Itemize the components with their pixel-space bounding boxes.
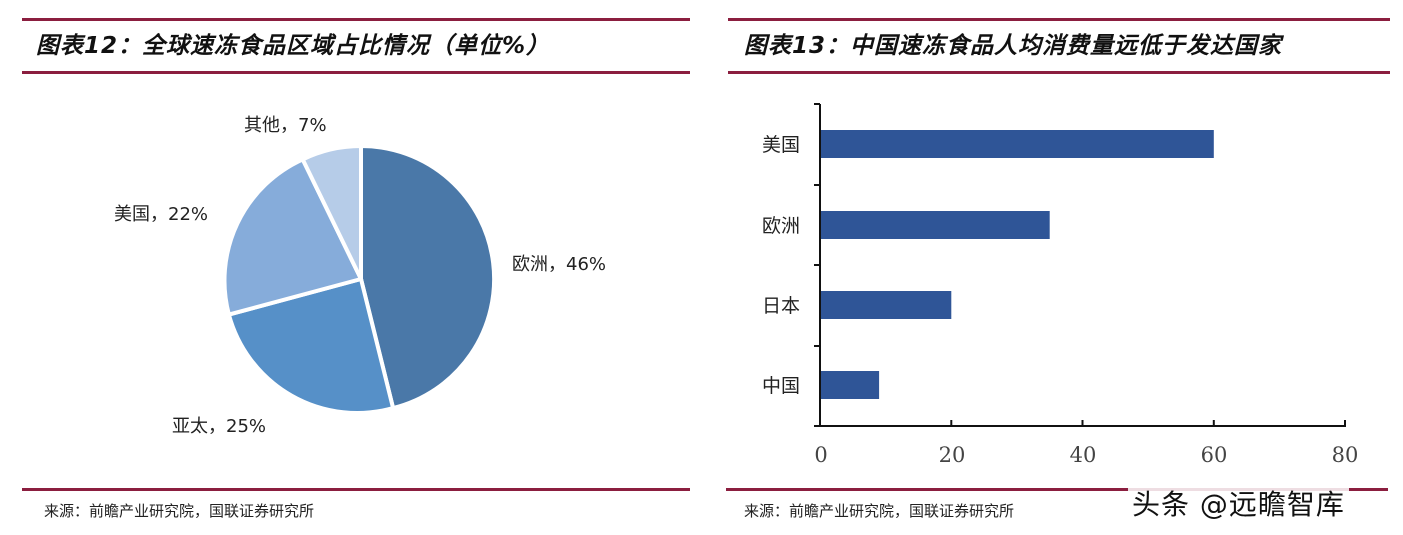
pie-label-europe: 欧洲，46% bbox=[512, 254, 607, 275]
watermark: 头条 @远瞻智库 bbox=[1128, 483, 1349, 523]
bar-europe bbox=[820, 211, 1050, 239]
bar-source-note: 来源：前瞻产业研究院，国联证券研究所 bbox=[744, 502, 1015, 520]
title-bottom-rule bbox=[22, 71, 690, 74]
bar-chart: 美国 欧洲 日本 中国 0 20 40 60 80 bbox=[762, 103, 1358, 467]
bar-chart-title: 图表13：中国速冻食品人均消费量远低于发达国家 bbox=[744, 33, 1283, 59]
pie-slice-other bbox=[300, 143, 363, 281]
title-top-rule bbox=[22, 18, 690, 21]
pie-source-note: 来源：前瞻产业研究院，国联证券研究所 bbox=[44, 502, 315, 520]
bar-japan bbox=[820, 291, 952, 319]
pie-chart bbox=[222, 143, 497, 415]
x-tick-labels: 0 20 40 60 80 bbox=[814, 443, 1358, 467]
bar-china bbox=[820, 371, 880, 399]
left-panel: 图表12：全球速冻食品区域占比情况（单位%） 欧洲，46% 亚太，25% 美国，… bbox=[0, 0, 700, 535]
y-label-europe: 欧洲 bbox=[762, 215, 800, 237]
pie-label-asia-pacific: 亚太，25% bbox=[172, 416, 267, 437]
pie-slice-europe bbox=[359, 144, 497, 411]
y-label-usa: 美国 bbox=[762, 134, 800, 156]
x-tick-80: 80 bbox=[1332, 443, 1359, 467]
y-label-china: 中国 bbox=[762, 375, 800, 397]
bars bbox=[820, 130, 1214, 399]
x-tick-40: 40 bbox=[1070, 443, 1097, 467]
title-bottom-rule bbox=[728, 71, 1390, 74]
x-tick-0: 0 bbox=[814, 443, 827, 467]
y-axis bbox=[814, 103, 821, 426]
title-top-rule bbox=[728, 18, 1390, 21]
x-tick-20: 20 bbox=[939, 443, 966, 467]
x-axis bbox=[814, 420, 1346, 427]
bar-usa bbox=[820, 130, 1214, 158]
pie-slice-asia-pacific bbox=[226, 277, 396, 415]
bar-source-top-rule bbox=[726, 488, 1388, 491]
y-label-japan: 日本 bbox=[762, 295, 800, 317]
y-tick-labels: 美国 欧洲 日本 中国 bbox=[762, 134, 800, 397]
pie-chart-title: 图表12：全球速冻食品区域占比情况（单位%） bbox=[36, 33, 551, 59]
pie-slice-usa bbox=[222, 157, 363, 317]
x-tick-60: 60 bbox=[1201, 443, 1228, 467]
pie-label-usa: 美国，22% bbox=[114, 204, 209, 225]
pie-label-other: 其他，7% bbox=[244, 115, 327, 136]
right-panel: 图表13：中国速冻食品人均消费量远低于发达国家 bbox=[700, 0, 1403, 535]
source-top-rule bbox=[22, 488, 690, 491]
